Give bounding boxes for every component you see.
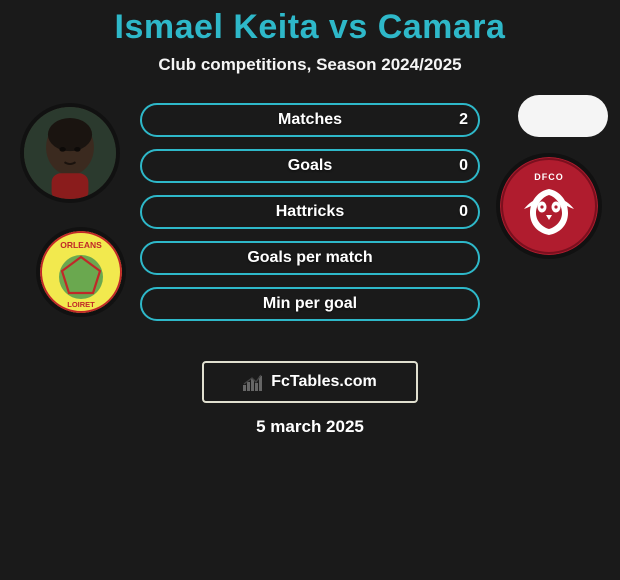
attribution-box[interactable]: FcTables.com (202, 361, 418, 403)
stat-row-goals-per-match: Goals per match (140, 241, 480, 275)
comparison-row: ORLEANS LOIRET Matches 2 Goals 0 Hattric… (0, 103, 620, 343)
left-player-column: ORLEANS LOIRET (20, 103, 120, 343)
page-title: Ismael Keita vs Camara (0, 8, 620, 47)
date-text: 5 march 2025 (0, 417, 620, 437)
bars-chart-icon (243, 373, 265, 391)
right-club-badge: DFCO (500, 157, 598, 255)
stat-label: Goals per match (247, 249, 372, 267)
stat-label: Hattricks (276, 203, 344, 221)
right-player-avatar (518, 95, 608, 137)
svg-text:DFCO: DFCO (534, 172, 564, 182)
stat-label: Matches (278, 111, 342, 129)
stat-left-value: 0 (459, 203, 468, 221)
stat-row-matches: Matches 2 (140, 103, 480, 137)
stat-left-value: 0 (459, 157, 468, 175)
left-club-badge: ORLEANS LOIRET (40, 231, 122, 313)
stat-left-value: 2 (459, 111, 468, 129)
right-player-column: DFCO (500, 103, 600, 343)
stat-row-min-per-goal: Min per goal (140, 287, 480, 321)
stats-column: Matches 2 Goals 0 Hattricks 0 Goals per … (140, 103, 480, 321)
subtitle: Club competitions, Season 2024/2025 (0, 55, 620, 75)
svg-text:LOIRET: LOIRET (67, 300, 95, 309)
stat-row-goals: Goals 0 (140, 149, 480, 183)
stat-label: Min per goal (263, 295, 357, 313)
svg-text:ORLEANS: ORLEANS (60, 240, 102, 250)
attribution-text: FcTables.com (271, 373, 377, 391)
stat-label: Goals (288, 157, 332, 175)
left-player-avatar (20, 103, 120, 203)
stat-row-hattricks: Hattricks 0 (140, 195, 480, 229)
